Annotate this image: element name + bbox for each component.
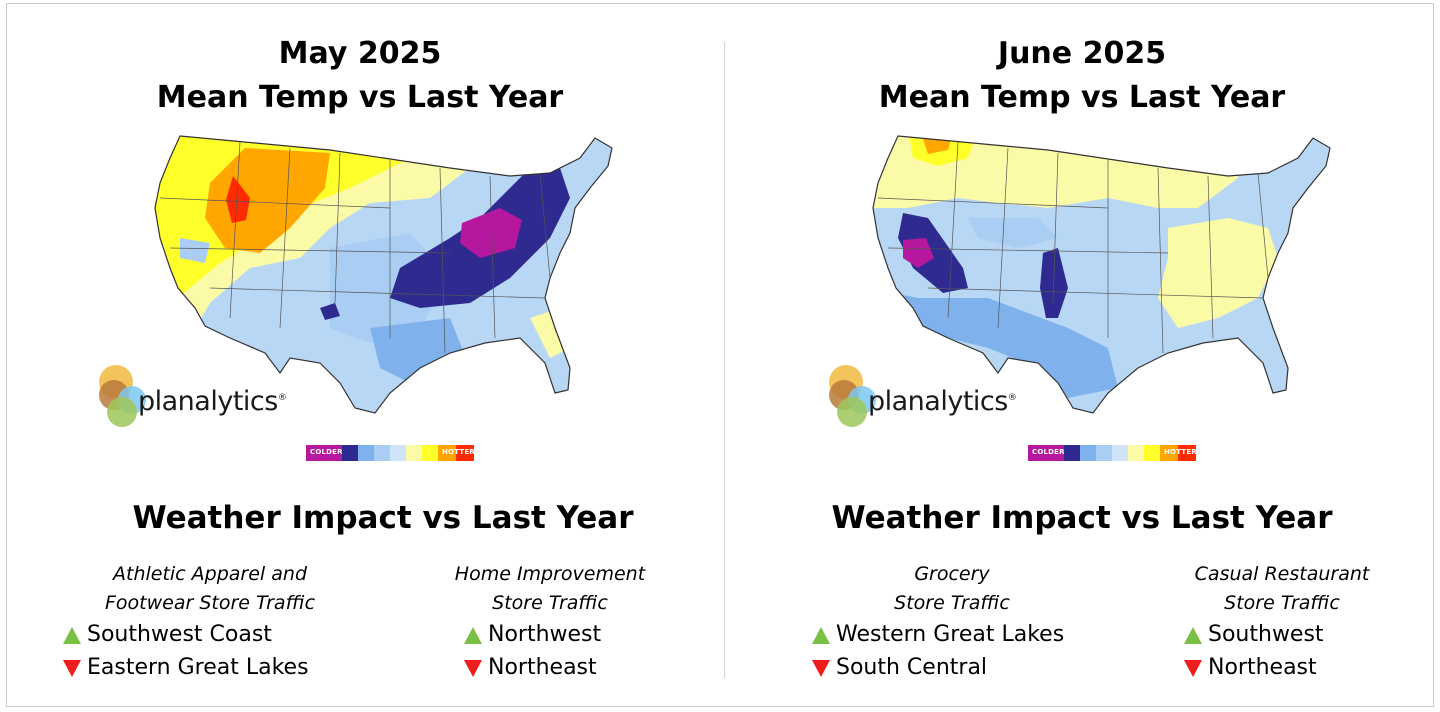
impact-row-up: Southwest [1172, 618, 1392, 651]
legend-swatch [1096, 445, 1112, 461]
caption-line: Store Traffic [894, 592, 1010, 614]
legend-hotter-label: HOTTER [442, 448, 475, 456]
legend-swatch [406, 445, 422, 461]
category-caption: Grocery Store Traffic [802, 560, 1102, 618]
impact-column-casual-restaurant: Casual Restaurant Store Traffic Southwes… [1172, 560, 1392, 684]
caption-line: Athletic Apparel and [113, 563, 307, 585]
region-label: Southwest Coast [87, 622, 272, 647]
panel-divider [724, 42, 725, 678]
impact-column-grocery: Grocery Store Traffic Western Great Lake… [802, 560, 1102, 684]
up-arrow-icon [63, 626, 81, 644]
title-subtitle: Mean Temp vs Last Year [878, 80, 1286, 115]
up-arrow-icon [464, 626, 482, 644]
legend-swatch [1128, 445, 1144, 461]
impact-column-home-improvement: Home Improvement Store Traffic Northwest… [440, 560, 660, 684]
category-caption: Athletic Apparel and Footwear Store Traf… [60, 560, 360, 618]
may-title: May 2025 Mean Temp vs Last Year [0, 32, 720, 120]
impact-row-up: Northwest [440, 618, 660, 651]
caption-line: Store Traffic [492, 592, 608, 614]
legend-swatch [390, 445, 406, 461]
region-label: Northwest [488, 622, 602, 647]
infographic-frame [6, 3, 1434, 707]
legend-colder-swatch: COLDER [1028, 445, 1065, 461]
legend-hotter-label: HOTTER [1164, 448, 1197, 456]
title-subtitle: Mean Temp vs Last Year [156, 80, 564, 115]
june-temperature-map [868, 128, 1338, 428]
june-title: June 2025 Mean Temp vs Last Year [722, 32, 1440, 120]
region-label: Western Great Lakes [836, 622, 1065, 647]
legend-swatch [358, 445, 374, 461]
impact-column-athletic: Athletic Apparel and Footwear Store Traf… [60, 560, 360, 684]
planalytics-logo: planalytics® [826, 362, 1026, 442]
logo-circles-icon [829, 365, 876, 427]
down-arrow-icon [63, 659, 81, 677]
category-caption: Home Improvement Store Traffic [440, 560, 660, 618]
legend-swatch [1144, 445, 1160, 461]
legend-colder-swatch: COLDER [306, 445, 343, 461]
legend-swatch [1064, 445, 1080, 461]
category-caption: Casual Restaurant Store Traffic [1172, 560, 1392, 618]
legend-swatch [422, 445, 438, 461]
region-label: Northeast [1208, 655, 1317, 680]
legend-swatch [438, 445, 456, 461]
impact-title: Weather Impact vs Last Year [831, 500, 1333, 536]
legend-hotter-swatch: HOTTER [1164, 445, 1197, 461]
region-label: Eastern Great Lakes [87, 655, 309, 680]
caption-line: Casual Restaurant [1194, 563, 1370, 585]
temperature-legend-scale: COLDER HOTTER [306, 445, 475, 461]
legend-swatch [1080, 445, 1096, 461]
caption-line: Grocery [914, 563, 990, 585]
caption-line: Store Traffic [1224, 592, 1340, 614]
legend-hotter-swatch: HOTTER [442, 445, 475, 461]
temperature-legend-scale: COLDER HOTTER [1028, 445, 1197, 461]
title-month: May 2025 [278, 36, 442, 71]
down-arrow-icon [812, 659, 830, 677]
logo-wordmark: planalytics® [868, 386, 1017, 417]
up-arrow-icon [812, 626, 830, 644]
planalytics-logo: planalytics® [96, 362, 296, 442]
legend-swatch [1112, 445, 1128, 461]
may-panel: May 2025 Mean Temp vs Last Year [0, 32, 720, 684]
down-arrow-icon [464, 659, 482, 677]
up-arrow-icon [1184, 626, 1202, 644]
june-panel: June 2025 Mean Temp vs Last Year [722, 0, 1440, 712]
region-label: South Central [836, 655, 988, 680]
down-arrow-icon [1184, 659, 1202, 677]
impact-row-down: Northeast [1172, 651, 1392, 684]
legend-colder-label: COLDER [310, 448, 343, 456]
impact-row-down: Northeast [440, 651, 660, 684]
legend-swatch [374, 445, 390, 461]
logo-wordmark: planalytics® [138, 386, 287, 417]
title-month: June 2025 [997, 36, 1167, 71]
legend-colder-label: COLDER [1032, 448, 1065, 456]
region-label: Northeast [488, 655, 597, 680]
logo-circles-icon [99, 365, 146, 427]
caption-line: Home Improvement [454, 563, 646, 585]
region-label: Southwest [1208, 622, 1324, 647]
impact-row-up: Western Great Lakes [802, 618, 1102, 651]
may-temperature-map [150, 128, 620, 428]
impact-row-down: South Central [802, 651, 1102, 684]
caption-line: Footwear Store Traffic [104, 592, 316, 614]
legend-swatch [342, 445, 358, 461]
impact-title: Weather Impact vs Last Year [132, 500, 634, 536]
impact-row-down: Eastern Great Lakes [60, 651, 360, 684]
legend-swatch [1160, 445, 1178, 461]
impact-row-up: Southwest Coast [60, 618, 360, 651]
